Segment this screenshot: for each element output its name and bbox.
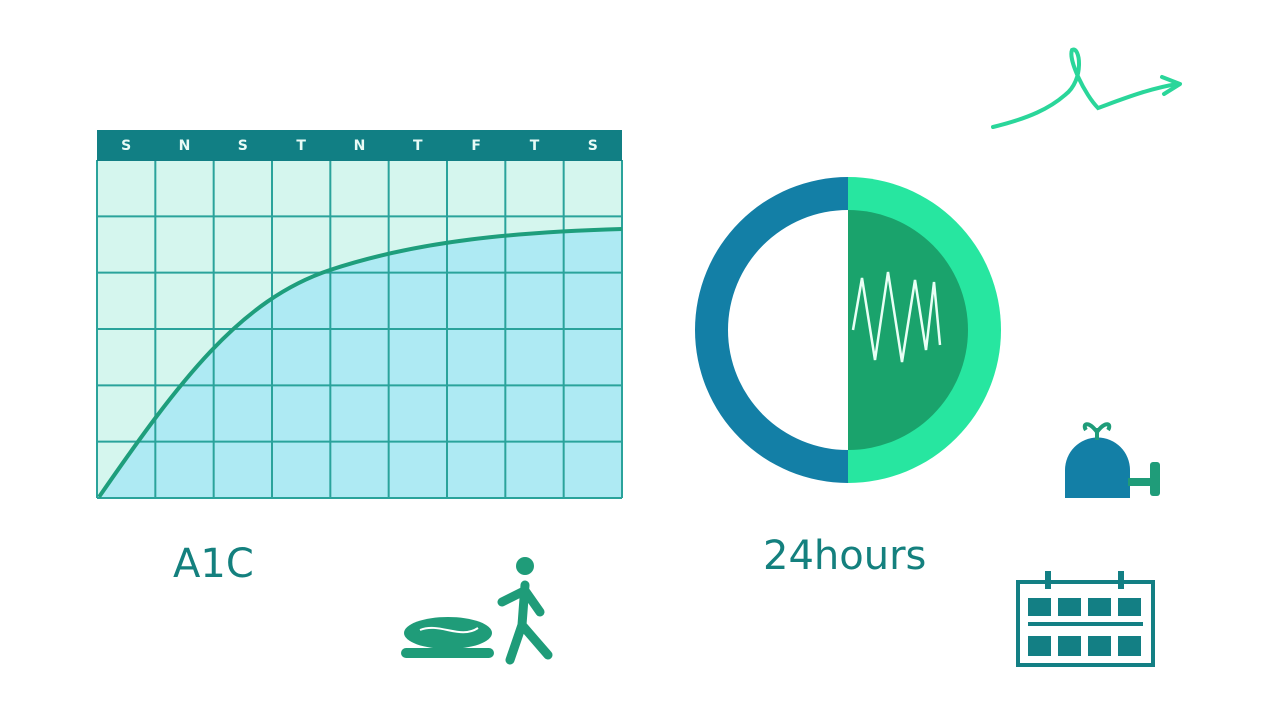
grid <box>96 159 623 499</box>
calendar-icon <box>1016 571 1155 667</box>
curve-line <box>97 227 623 499</box>
curve-area <box>99 229 622 498</box>
wave <box>851 271 942 363</box>
duration-label: 24hours <box>763 533 926 579</box>
day-label: T <box>413 138 423 154</box>
day-label: S <box>238 138 248 154</box>
calendar-header <box>97 130 622 161</box>
scribble-arrow <box>991 47 1180 129</box>
arrow-head <box>1160 75 1182 96</box>
day-label: T <box>530 138 540 154</box>
day-label: S <box>588 138 598 154</box>
ring-gauge <box>695 177 1001 483</box>
a1c-label: A1C <box>173 541 254 587</box>
food-icon <box>401 617 494 658</box>
day-label: N <box>179 138 191 154</box>
ring-left <box>695 177 848 483</box>
walking-person <box>497 557 553 665</box>
day-label: S <box>121 138 131 154</box>
day-label: N <box>354 138 366 154</box>
blob-icon <box>1065 422 1160 498</box>
day-label: T <box>296 138 306 154</box>
day-label: F <box>471 138 481 154</box>
